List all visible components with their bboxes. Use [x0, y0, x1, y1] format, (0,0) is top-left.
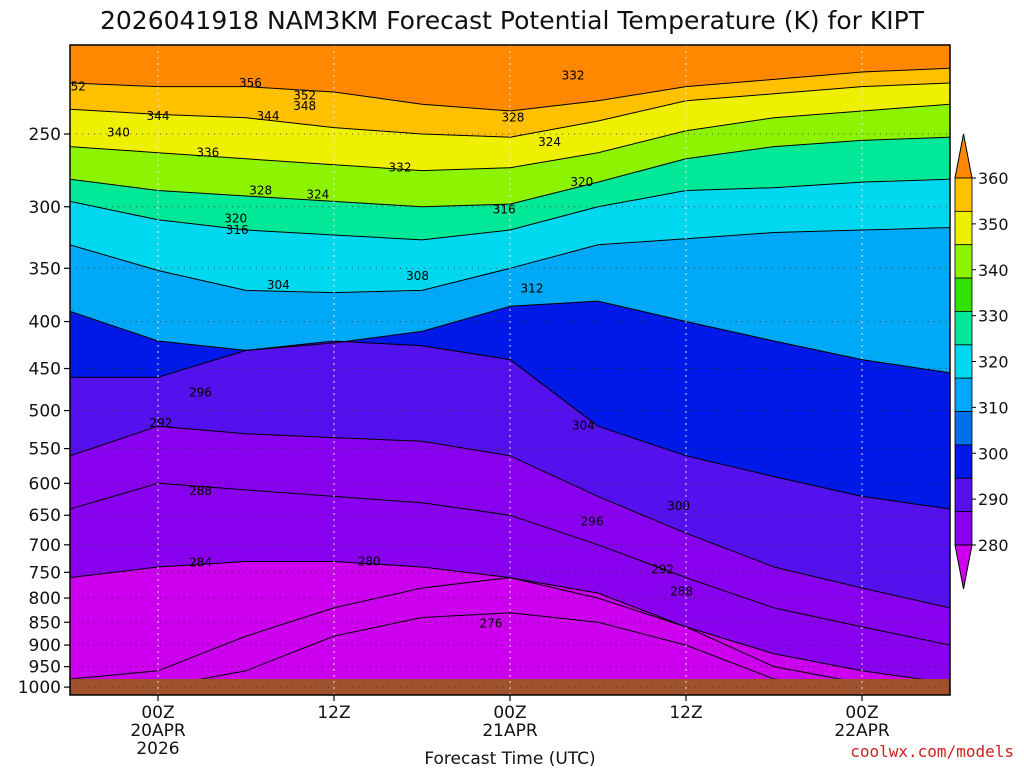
- contour-344: [70, 82, 950, 138]
- contour-label: 288: [189, 484, 212, 498]
- contour-label: 352: [63, 80, 86, 94]
- y-tick-label: 500: [29, 402, 61, 422]
- y-tick-label: 600: [29, 474, 61, 494]
- colorbar-label: 330: [978, 307, 1009, 326]
- contour-label: 308: [406, 269, 429, 283]
- colorbar-label: 350: [978, 215, 1009, 234]
- colorbar-top-arrow: [954, 133, 973, 179]
- x-axis-label: Forecast Time (UTC): [424, 749, 595, 768]
- contour-label: 316: [493, 202, 516, 216]
- colorbar-label: 320: [978, 353, 1009, 372]
- y-tick-label: 1000: [18, 678, 61, 698]
- contour-label: 324: [306, 188, 329, 202]
- credit-text[interactable]: coolwx.com/models: [850, 742, 1014, 761]
- y-tick-label: 800: [29, 589, 61, 609]
- x-tick-label: 00Z: [493, 703, 526, 723]
- contour-328: [70, 136, 950, 208]
- contour-label: 288: [670, 585, 693, 599]
- contour-label: 340: [107, 125, 130, 139]
- x-tick-label: 12Z: [669, 703, 702, 723]
- contour-label: 316: [226, 223, 249, 237]
- colorbar-segment: [954, 177, 973, 212]
- x-tick-label: 20APR: [130, 721, 186, 741]
- x-tick-label: 2026: [136, 739, 179, 759]
- colorbar-label: 310: [978, 398, 1009, 417]
- chart-title: 2026041918 NAM3KM Forecast Potential Tem…: [100, 6, 925, 35]
- contour-label: 344: [257, 109, 280, 123]
- contour-label: 336: [196, 146, 219, 160]
- colorbar-segment: [954, 210, 973, 246]
- contour-label: 328: [501, 111, 524, 125]
- contour-label: 280: [358, 555, 381, 569]
- y-tick-label: 950: [29, 658, 61, 678]
- contour-label: 324: [538, 135, 561, 149]
- contour-label: 332: [562, 69, 585, 83]
- contour-lines: [70, 67, 950, 688]
- contour-label: 292: [651, 563, 674, 577]
- contour-label: 332: [389, 161, 412, 175]
- contour-label: 320: [224, 212, 247, 226]
- contour-label: 344: [147, 109, 170, 123]
- contour-label: 312: [521, 281, 544, 295]
- x-tick-label: 00Z: [141, 703, 174, 723]
- colorbar: 280 290 300 310 320 330 340 350 360: [954, 133, 1009, 590]
- colorbar-segment: [954, 277, 973, 312]
- y-axis: 250 300 350 400 450 500 550 600 650 700 750 800 850 9…: [18, 125, 70, 698]
- colorbar-label: 280: [978, 536, 1009, 555]
- contour-336: [70, 103, 950, 172]
- colorbar-segment: [954, 411, 973, 446]
- y-tick-label: 300: [29, 198, 61, 218]
- grid-lines: [70, 45, 950, 695]
- x-tick-label: 00Z: [845, 703, 878, 723]
- y-tick-label: 250: [29, 125, 61, 145]
- colorbar-segment: [954, 344, 973, 379]
- contour-label: 296: [581, 514, 604, 528]
- contour-label: 292: [149, 416, 172, 430]
- x-tick-label: 12Z: [317, 703, 350, 723]
- contour-label: 300: [667, 499, 690, 513]
- y-tick-label: 700: [29, 536, 61, 556]
- colorbar-label: 340: [978, 261, 1009, 280]
- contour-304: [70, 300, 950, 374]
- colorbar-bottom-arrow: [954, 544, 973, 590]
- contour-label: 304: [267, 278, 290, 292]
- y-tick-label: 450: [29, 360, 61, 380]
- contour-label: 276: [479, 617, 502, 631]
- colorbar-segment: [954, 377, 973, 412]
- y-tick-label: 900: [29, 636, 61, 656]
- colorbar-segment: [954, 311, 973, 346]
- colorbar-label: 360: [978, 169, 1009, 188]
- contour-296: [70, 340, 950, 510]
- y-tick-label: 550: [29, 440, 61, 460]
- y-tick-label: 750: [29, 563, 61, 583]
- colorbar-segment: [954, 444, 973, 479]
- contour-320: [70, 178, 950, 241]
- contour-label: 348: [293, 99, 316, 113]
- colorbar-label: 290: [978, 490, 1009, 509]
- colorbar-segment: [954, 511, 973, 546]
- x-tick-label: 22APR: [834, 721, 890, 741]
- band-276: [70, 612, 950, 695]
- contour-292: [70, 425, 950, 609]
- y-tick-label: 400: [29, 313, 61, 333]
- contour-label: 356: [239, 76, 262, 90]
- x-tick-label: 21APR: [482, 721, 538, 741]
- contour-288: [70, 482, 950, 646]
- contour-label: 320: [570, 175, 593, 189]
- contour-label: 284: [189, 556, 212, 570]
- y-tick-label: 650: [29, 506, 61, 526]
- contour-label: 296: [189, 386, 212, 400]
- colorbar-label: 300: [978, 444, 1009, 463]
- colorbar-segment: [954, 477, 973, 513]
- colorbar-segment: [954, 244, 973, 279]
- contour-label: 304: [572, 418, 595, 432]
- contour-label: 352: [293, 89, 316, 103]
- y-tick-label: 350: [29, 259, 61, 279]
- contour-label: 328: [249, 183, 272, 197]
- contour-280: [70, 577, 950, 688]
- y-tick-label: 850: [29, 613, 61, 633]
